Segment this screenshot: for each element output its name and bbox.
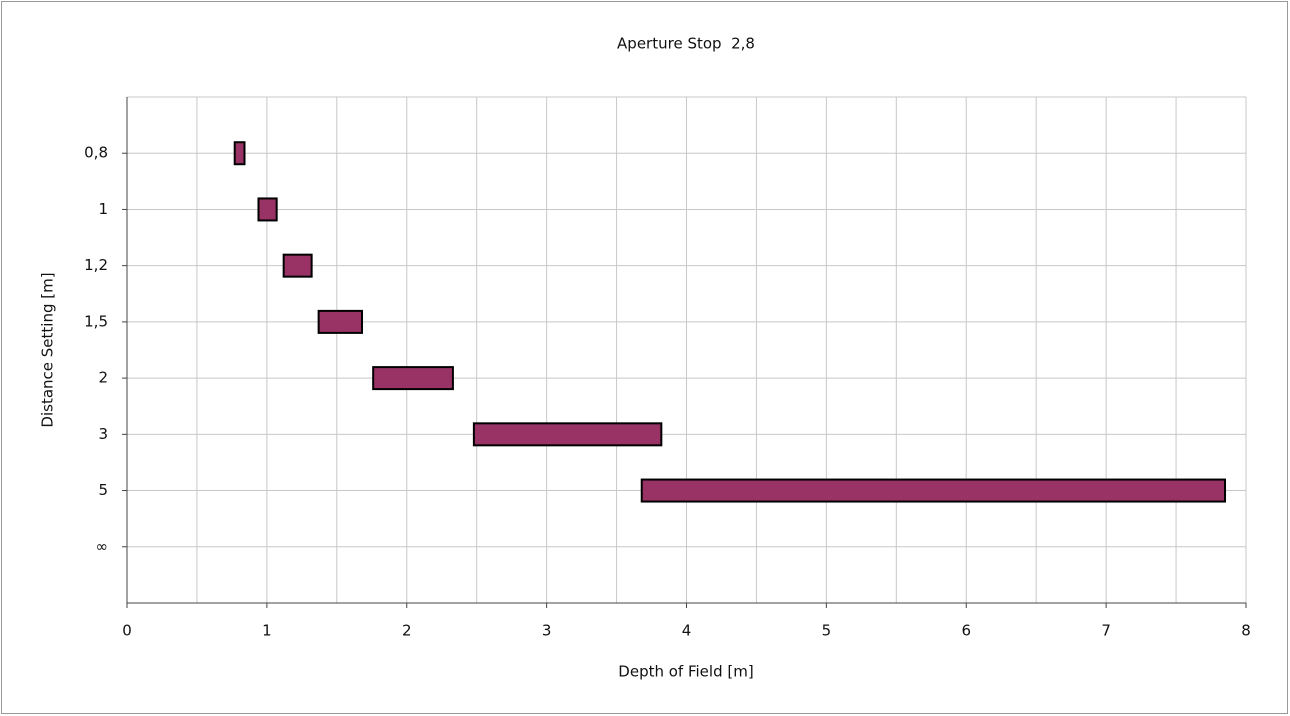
x-tick-label: 8 [1241,622,1251,640]
x-tick-label: 1 [262,622,272,640]
y-tick-label: 2 [98,369,108,387]
bar [233,141,246,166]
y-tick-label: 1,5 [84,312,108,330]
y-tick-label: 0,8 [84,144,108,162]
chart-title: Aperture Stop 2,8 [617,35,755,53]
x-tick-label: 5 [822,622,832,640]
y-tick-label: ∞ [96,537,109,555]
x-tick-label: 0 [122,622,132,640]
bar [372,366,454,391]
x-axis-label: Depth of Field [m] [618,663,753,681]
x-tick-label: 7 [1101,622,1111,640]
y-tick-label: 1,2 [84,256,108,274]
bar [317,309,363,334]
x-tick-label: 3 [542,622,552,640]
x-tick-label: 2 [402,622,412,640]
y-tick-label: 5 [98,481,108,499]
y-tick-label: 3 [98,425,108,443]
bar [257,197,278,222]
bar [282,253,313,278]
y-axis-label: Distance Setting [m] [39,272,57,427]
y-tick-label: 1 [98,200,108,218]
x-tick-label: 6 [961,622,971,640]
bar [472,422,663,447]
x-tick-label: 4 [682,622,692,640]
bar [640,478,1227,503]
